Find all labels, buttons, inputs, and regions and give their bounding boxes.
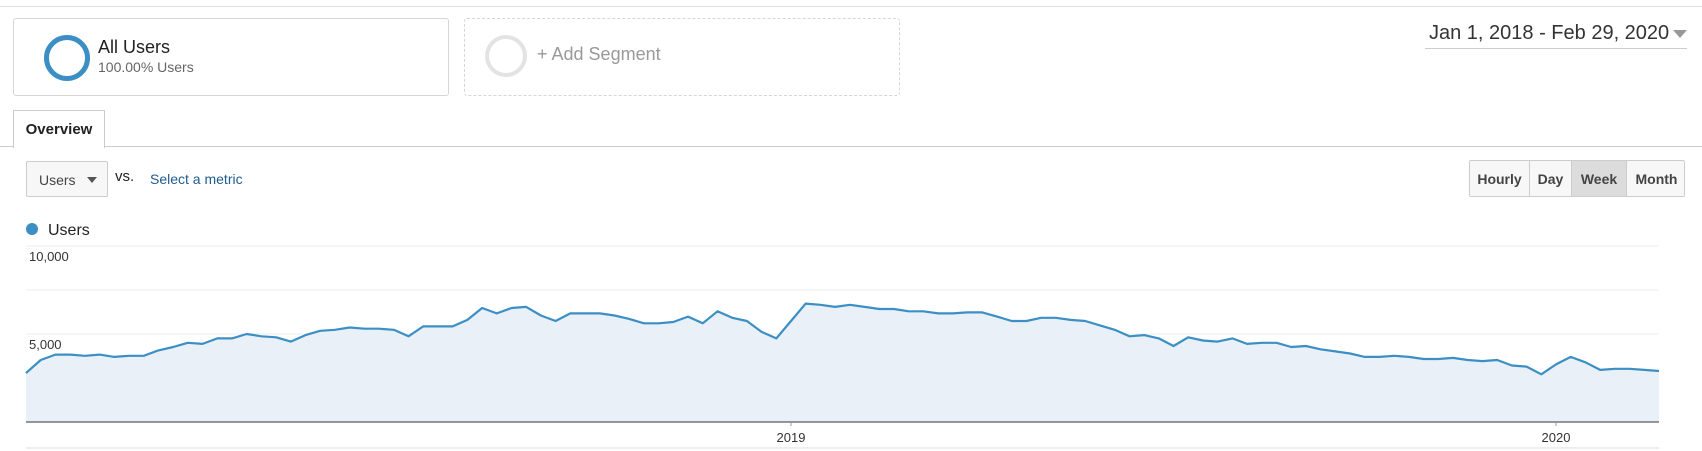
y-tick-label: 10,000 [29,249,69,264]
dropdown-arrow [1673,30,1687,38]
date-range[interactable]: Jan 1, 2018 - Feb 29, 2020 [1425,20,1687,49]
top-border [0,6,1702,7]
dropdown-arrow [87,177,97,183]
granularity-group: Hourly Day Week Month [1469,160,1685,197]
granularity-button[interactable]: Day [1530,161,1572,196]
segment-icon [44,35,90,81]
line [25,302,1660,376]
metric-select[interactable]: Users [26,161,108,197]
compare-link[interactable]: Select a metric [150,171,243,187]
segment-name: All Users [98,37,171,57]
add-segment-label: + Add Segment [537,44,661,64]
legend-dot [26,223,38,235]
granularity-button[interactable]: Week [1572,161,1627,196]
area [26,303,1659,422]
add-segment[interactable]: + Add Segment [464,18,900,96]
x-tick-label: 2019 [777,430,806,445]
legend-label: Users [48,222,90,239]
x-tick-label: 2020 [1542,430,1571,445]
date-range-text: Jan 1, 2018 - Feb 29, 2020 [1429,22,1670,44]
tab[interactable]: Overview [13,110,105,148]
chart: Users 5,000 10,000 2019 2020 [25,222,1660,449]
granularity-button[interactable]: Hourly [1470,161,1530,196]
y-tick-label: 5,000 [29,337,62,352]
segment-icon [485,35,527,77]
vs-label: vs. [115,168,135,185]
tab-border [0,146,1702,147]
segment-card[interactable]: All Users 100.00% Users [13,18,449,96]
granularity-button[interactable]: Month [1627,161,1684,196]
metric-label: Users [39,172,76,188]
segment-detail: 100.00% Users [98,59,194,75]
tab-label: Overview [25,121,93,138]
